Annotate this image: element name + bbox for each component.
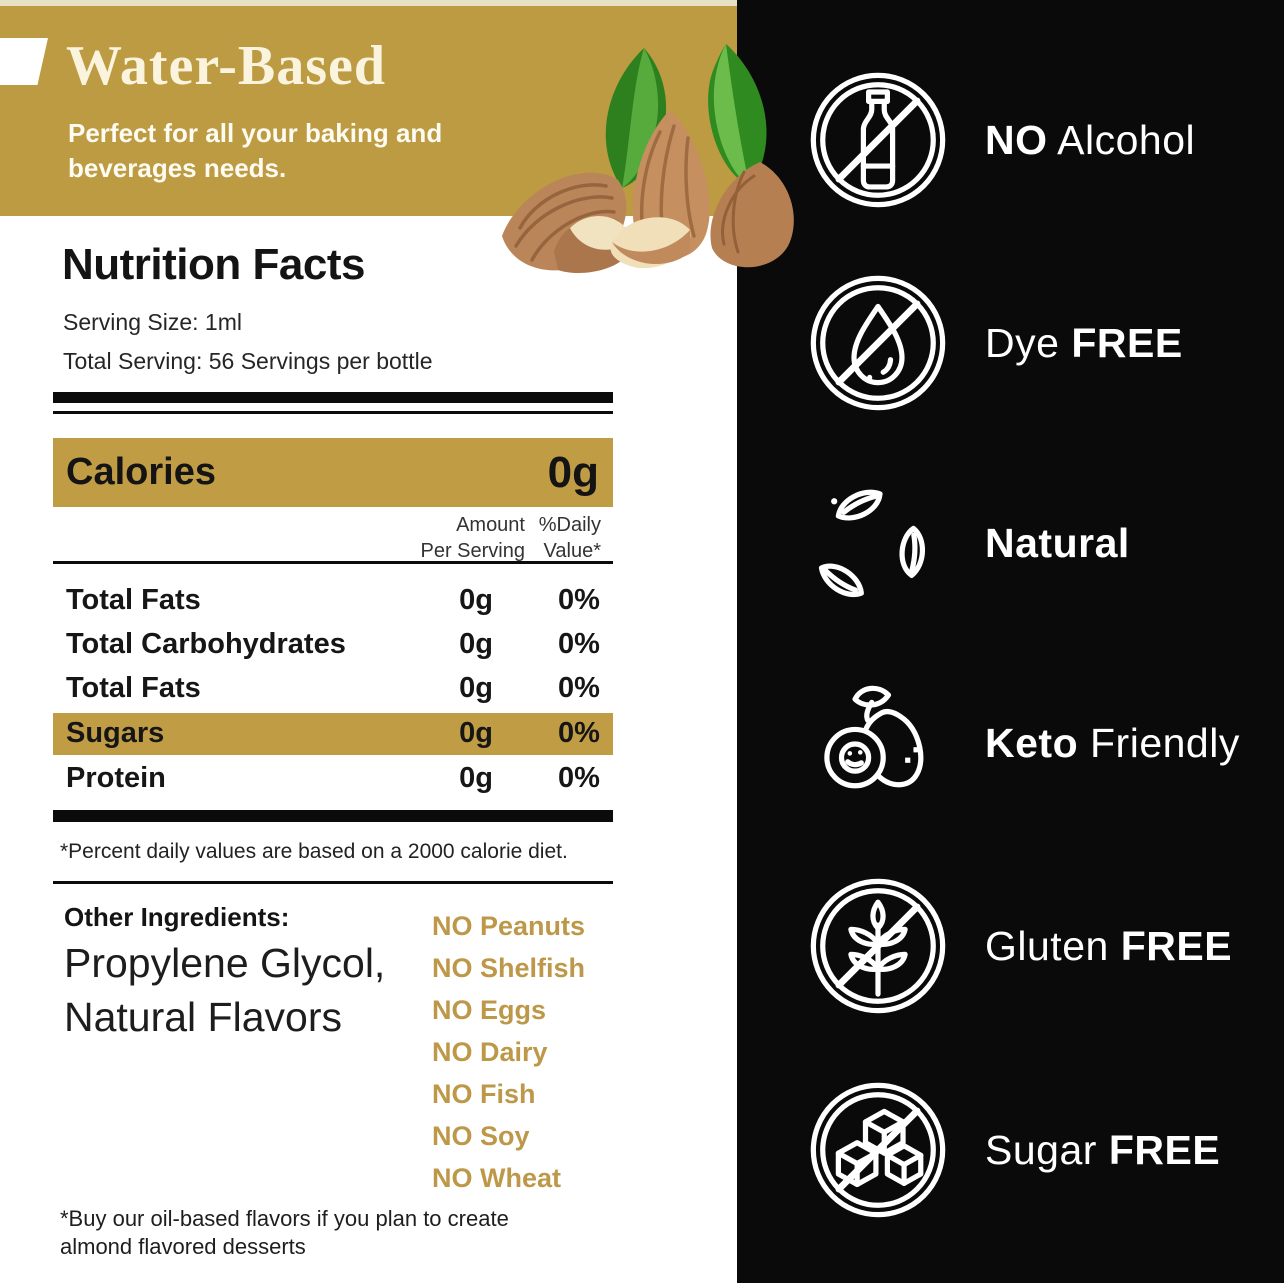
oil-based-note-line2: almond flavored desserts: [60, 1233, 306, 1259]
ingredient-natural-flavors: Natural Flavors: [64, 994, 342, 1040]
divider-thin-bottom: [53, 881, 613, 884]
divider-thin-headers: [53, 561, 613, 564]
badge-word-bold: Keto: [985, 719, 1079, 766]
row-label: Total Fats: [66, 672, 201, 704]
badge-word-regular: Alcohol: [1057, 116, 1196, 163]
badge-word-regular: Friendly: [1090, 719, 1240, 766]
row-label: Total Fats: [66, 584, 201, 616]
nutrition-row-total-carbohydrates: Total Carbohydrates 0g 0%: [53, 624, 613, 668]
row-label: Protein: [66, 762, 166, 794]
daily-values-footnote: *Percent daily values are based on a 200…: [60, 840, 568, 863]
no-alcohol-icon: [810, 72, 946, 208]
badge-dye-free: Dye FREE: [805, 268, 1275, 418]
other-ingredients-heading: Other Ingredients:: [64, 902, 290, 932]
row-amount: 0g: [459, 672, 493, 704]
nutrition-row-protein: Protein 0g 0%: [53, 758, 613, 802]
row-amount: 0g: [459, 717, 493, 749]
divider-thin-top: [53, 411, 613, 414]
no-dye-icon: [810, 275, 946, 411]
badge-word-bold: NO: [985, 116, 1048, 163]
row-amount: 0g: [459, 762, 493, 794]
allergen-list: NO Peanuts NO Shelfish NO Eggs NO Dairy …: [432, 905, 585, 1199]
badge-word-bold: FREE: [1071, 319, 1183, 366]
natural-leaves-icon: [818, 489, 926, 598]
allergen-item-no-fish: NO Fish: [432, 1079, 536, 1109]
calories-value: 0g: [547, 447, 599, 497]
badge-word-regular: Gluten: [985, 922, 1109, 969]
badge-label: Dye FREE: [985, 320, 1183, 367]
row-daily-value: 0%: [558, 672, 600, 704]
badge-label: NO Alcohol: [985, 117, 1195, 164]
badge-natural: Natural: [805, 468, 1275, 618]
badge-label: Keto Friendly: [985, 720, 1240, 767]
column-header-dv-line2: Value*: [543, 540, 601, 562]
banner-subtitle: Perfect for all your baking and beverage…: [68, 116, 442, 186]
banner-top-strip: [0, 0, 737, 6]
badge-word-regular: Dye: [985, 319, 1060, 366]
badge-word-regular: Sugar: [985, 1126, 1097, 1173]
column-header-dv-line1: %Daily: [538, 514, 601, 536]
nutrition-row-total-fats-2: Total Fats 0g 0%: [53, 668, 613, 712]
badge-gluten-free: Gluten FREE: [805, 871, 1275, 1021]
benefits-panel: NO Alcohol Dye FREE: [737, 0, 1284, 1283]
row-daily-value: 0%: [558, 584, 600, 616]
allergen-item-no-dairy: NO Dairy: [432, 1037, 548, 1067]
row-amount: 0g: [459, 584, 493, 616]
banner-subtitle-line1: Perfect for all your baking and: [68, 118, 443, 148]
no-gluten-icon: [810, 878, 946, 1014]
badge-no-alcohol: NO Alcohol: [805, 65, 1275, 215]
column-header-amount-line2: Per Serving: [420, 540, 526, 562]
oil-based-note-line1: *Buy our oil-based flavors if you plan t…: [60, 1206, 509, 1231]
badge-sugar-free: Sugar FREE: [805, 1075, 1275, 1225]
banner-title: Water-Based: [66, 35, 386, 97]
allergen-item-no-peanuts: NO Peanuts: [432, 911, 586, 941]
badge-word-bold: Natural: [985, 519, 1130, 566]
row-amount: 0g: [459, 628, 493, 660]
column-header-amount-line1: Amount: [456, 514, 525, 536]
row-daily-value: 0%: [558, 628, 600, 660]
serving-size-text: Serving Size: 1ml: [63, 309, 242, 335]
almonds-leaves-image: [502, 44, 794, 273]
allergen-item-no-soy: NO Soy: [432, 1121, 530, 1151]
column-header-daily-value: %Daily Value*: [525, 512, 601, 564]
row-daily-value: 0%: [558, 717, 600, 749]
ingredient-propylene-glycol: Propylene Glycol,: [64, 940, 386, 986]
allergen-item-no-wheat: NO Wheat: [432, 1163, 562, 1193]
total-serving-text: Total Serving: 56 Servings per bottle: [63, 348, 433, 374]
allergen-item-no-shelfish: NO Shelfish: [432, 953, 586, 983]
row-label: Total Carbohydrates: [66, 628, 346, 660]
badge-label: Gluten FREE: [985, 923, 1232, 970]
badge-label: Natural: [985, 520, 1130, 567]
keto-avocado-icon: [824, 685, 924, 789]
badge-keto-friendly: Keto Friendly: [805, 668, 1275, 818]
allergen-item-no-eggs: NO Eggs: [432, 995, 547, 1025]
row-daily-value: 0%: [558, 762, 600, 794]
divider-thick-top: [53, 392, 613, 403]
calories-label: Calories: [66, 451, 216, 493]
badge-word-bold: FREE: [1120, 922, 1233, 969]
nutrition-row-sugars: Sugars 0g 0%: [53, 713, 613, 755]
nutrition-facts-title: Nutrition Facts: [62, 240, 365, 289]
badge-label: Sugar FREE: [985, 1127, 1220, 1174]
badge-word-bold: FREE: [1108, 1126, 1221, 1173]
oil-based-note: *Buy our oil-based flavors if you plan t…: [60, 1205, 509, 1261]
row-label: Sugars: [66, 717, 165, 749]
calories-row: Calories 0g: [53, 438, 613, 507]
banner-subtitle-line2: beverages needs.: [68, 153, 287, 184]
no-sugar-icon: [810, 1082, 946, 1218]
divider-thick-bottom: [53, 810, 613, 822]
column-header-amount: Amount Per Serving: [390, 512, 526, 564]
nutrition-row-total-fats: Total Fats 0g 0%: [53, 580, 613, 624]
